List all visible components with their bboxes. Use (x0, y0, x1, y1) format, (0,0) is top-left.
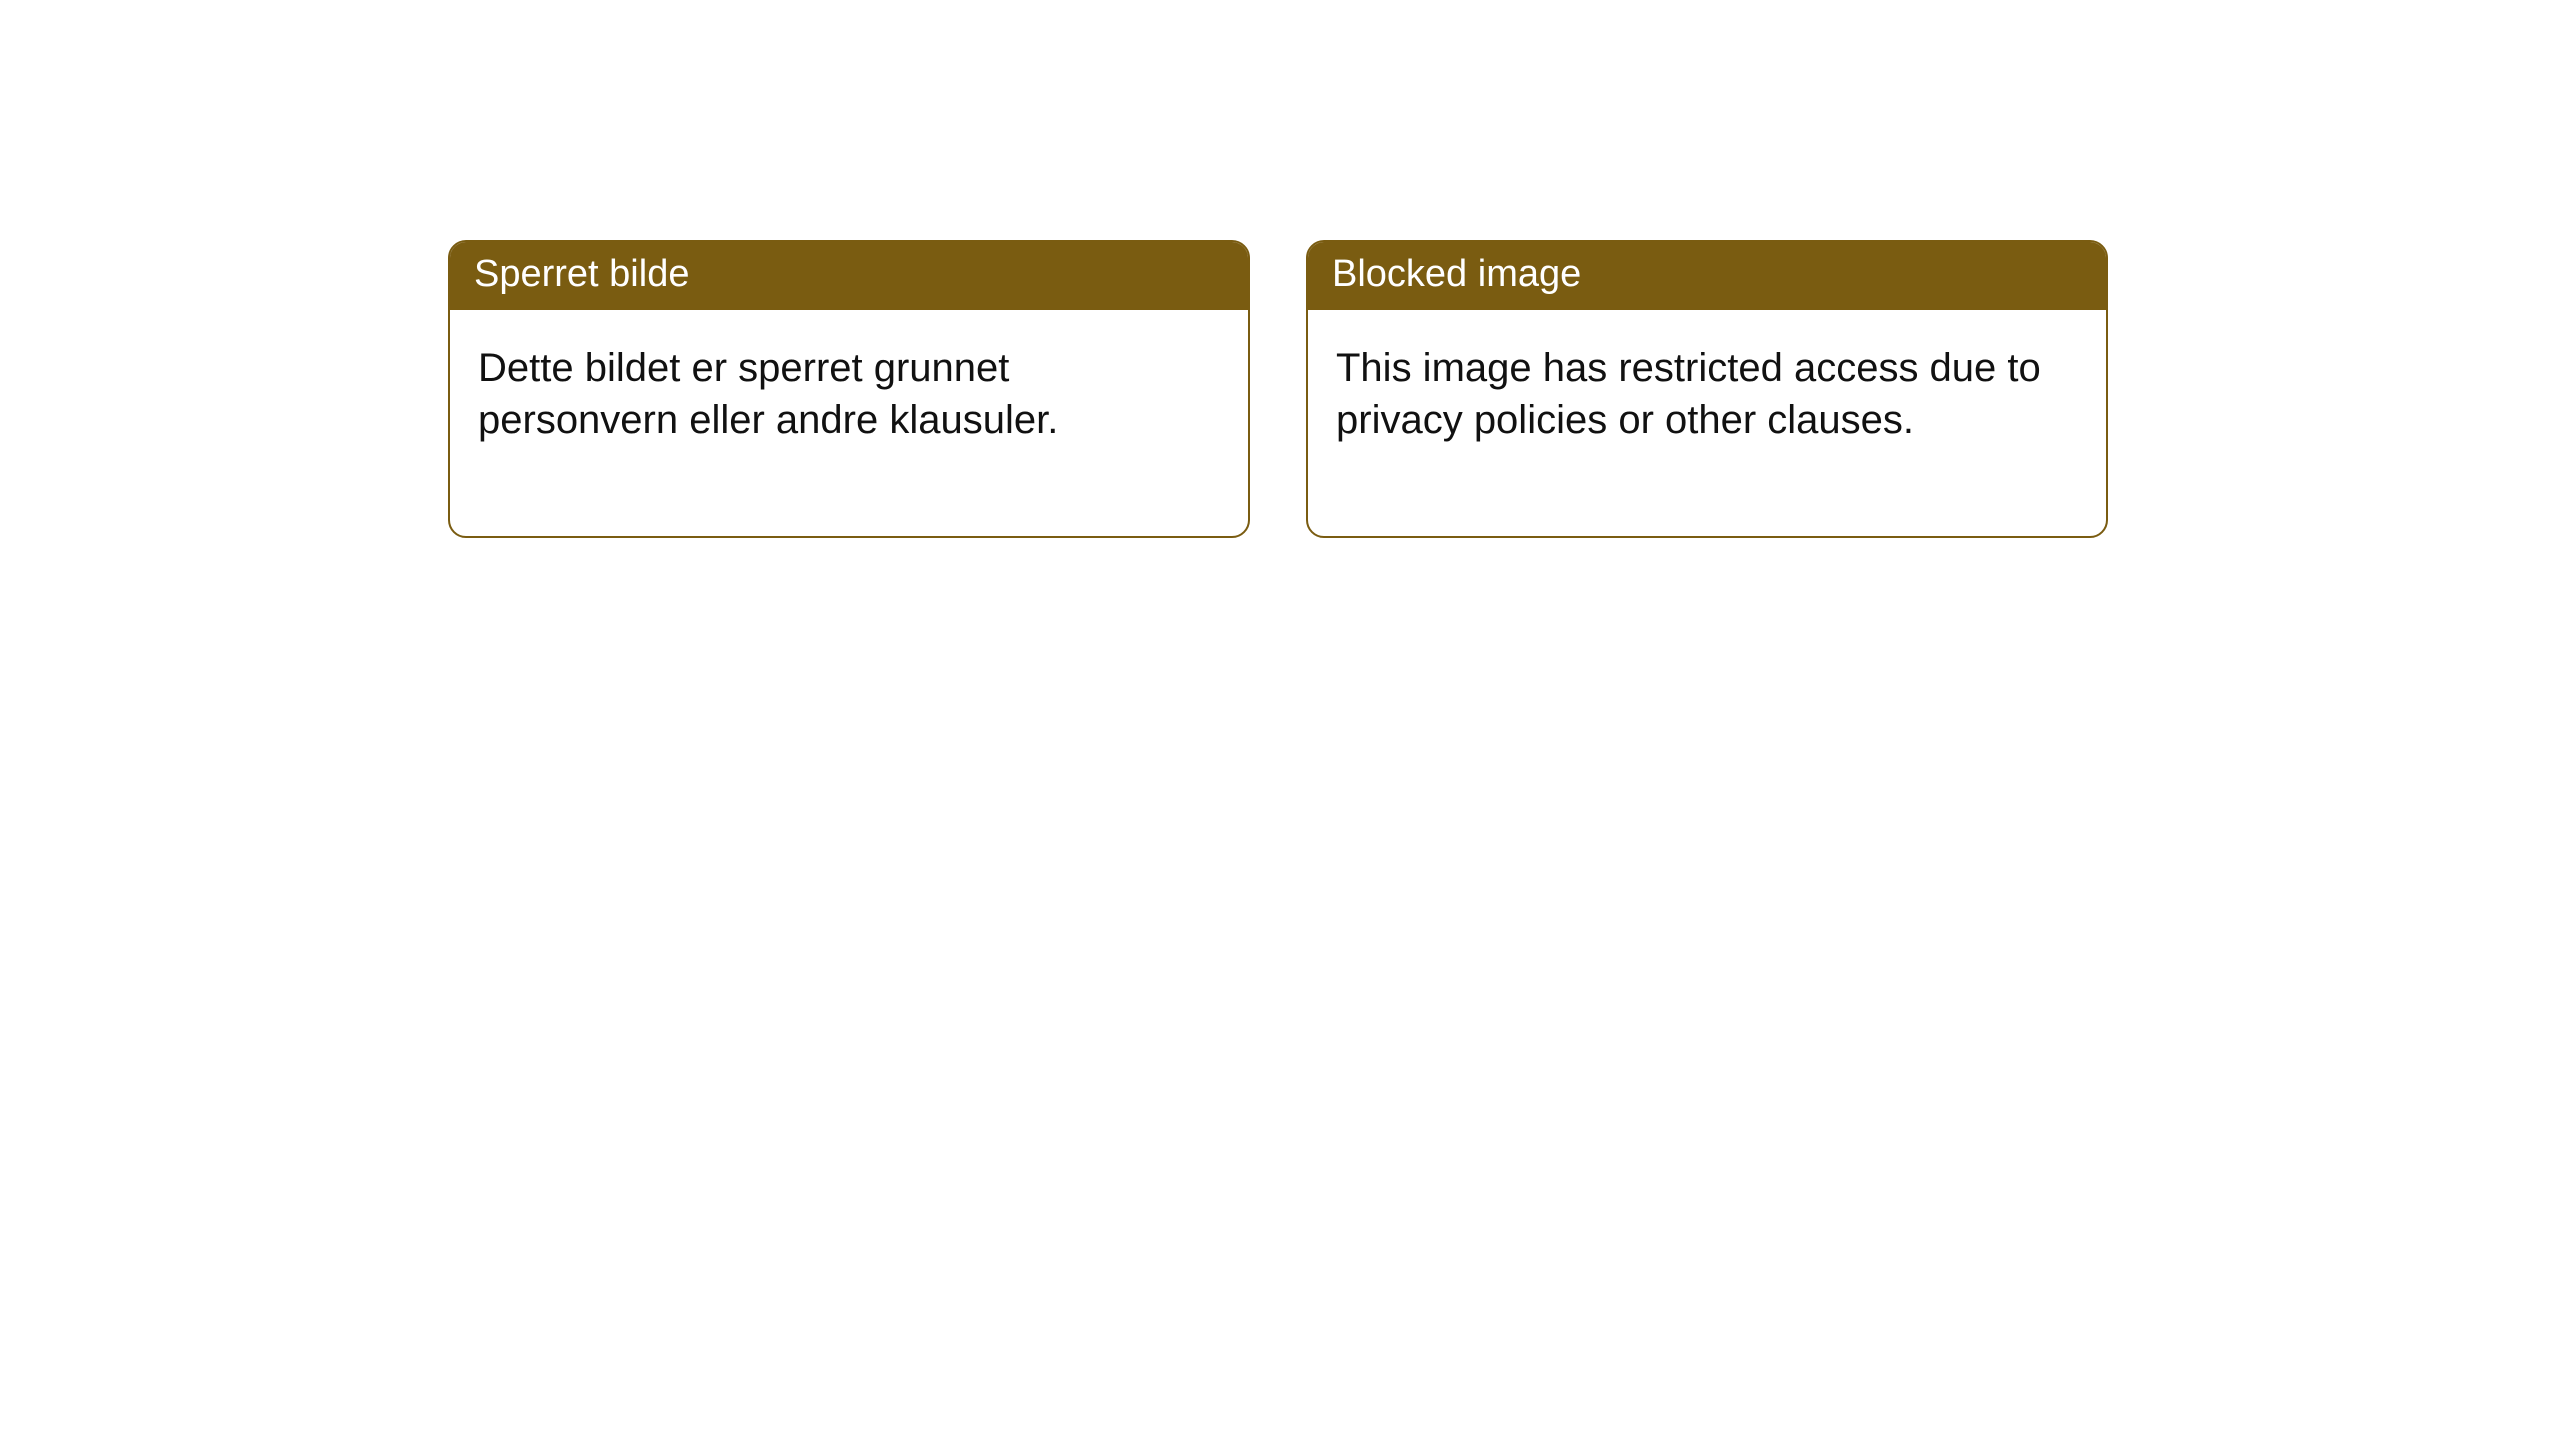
notice-title: Sperret bilde (450, 242, 1248, 310)
notice-title: Blocked image (1308, 242, 2106, 310)
notice-card-norwegian: Sperret bilde Dette bildet er sperret gr… (448, 240, 1250, 538)
notice-container: Sperret bilde Dette bildet er sperret gr… (0, 0, 2560, 538)
notice-body: Dette bildet er sperret grunnet personve… (450, 310, 1248, 536)
notice-body: This image has restricted access due to … (1308, 310, 2106, 536)
notice-card-english: Blocked image This image has restricted … (1306, 240, 2108, 538)
